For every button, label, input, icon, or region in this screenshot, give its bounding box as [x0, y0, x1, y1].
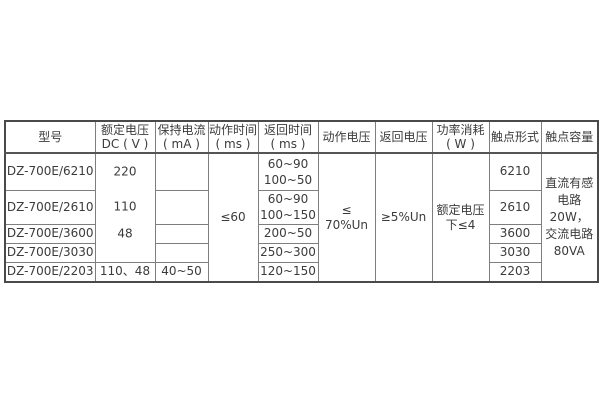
header-label: ( W ): [446, 137, 475, 151]
header-label: 额定电压: [100, 123, 149, 137]
header-label: ( ms ): [270, 137, 306, 151]
action-voltage-merged-cell: ≤ 70%Un: [317, 152, 376, 283]
table-row: DZ-700E/2203 110、48 40~50 120~150 2203: [4, 261, 598, 283]
contact-form-cell: 6210: [488, 152, 542, 191]
rated-voltage-value: 220: [113, 164, 137, 179]
action-time-merged-cell: ≤60: [207, 152, 259, 283]
header-label: 保持电流: [157, 123, 206, 137]
header-label: 型号: [38, 130, 63, 144]
model-cell: DZ-700E/3030: [4, 242, 96, 263]
return-time-cell: 250~300: [257, 242, 319, 263]
table-row: DZ-700E/3600 200~50 3600: [4, 223, 598, 244]
power-consumption-value: 下≤4: [445, 217, 476, 232]
header-model: 型号: [4, 120, 96, 154]
return-time-cell: 120~150: [257, 261, 319, 283]
contact-capacity-value: 交流电路: [545, 227, 594, 241]
header-contact-capacity: 触点容量: [540, 120, 599, 154]
rated-voltage-value: 110: [113, 199, 137, 214]
return-time-cell: 60~90 100~50: [257, 152, 319, 191]
table-row: DZ-700E/2610 60~90 100~150 2610: [4, 189, 598, 225]
header-power-consumption: 功率消耗( W ): [431, 120, 490, 154]
contact-capacity-value: 直流有感: [545, 176, 594, 190]
contact-capacity-value: 电路20W，: [549, 193, 589, 224]
header-label: 功率消耗: [436, 123, 485, 137]
model-cell: DZ-700E/6210: [4, 152, 96, 191]
rated-voltage-cell: 110、48: [94, 261, 156, 283]
header-action-time: 动作时间( ms ): [207, 120, 259, 154]
contact-form-cell: 2610: [488, 189, 542, 225]
return-voltage-merged-cell: ≥5%Un: [374, 152, 433, 283]
rated-voltage-merged-cell: 220 110 48: [94, 152, 156, 263]
header-label: DC ( V ): [101, 137, 149, 151]
table-row: DZ-700E/6210 220 110 48 ≤60 60~90 100~50…: [4, 152, 599, 283]
return-time-cell: 200~50: [257, 223, 319, 244]
holding-current-cell: [154, 189, 209, 225]
model-cell: DZ-700E/3600: [4, 223, 96, 244]
header-label: ( mA ): [163, 137, 200, 151]
power-consumption-value: 额定电压: [436, 202, 485, 217]
header-return-time: 返回时间( ms ): [257, 120, 319, 154]
model-cell: DZ-700E/2610: [4, 189, 96, 225]
power-consumption-merged-cell: 额定电压 下≤4: [431, 152, 490, 283]
holding-current-cell: [154, 223, 209, 244]
header-label: ( ms ): [215, 137, 251, 151]
rated-voltage-value: 48: [117, 226, 133, 241]
return-time-value: 100~50: [263, 172, 313, 187]
header-label: 返回时间: [263, 123, 312, 137]
header-action-voltage: 动作电压: [317, 120, 376, 154]
header-contact-form: 触点形式: [488, 120, 542, 154]
holding-current-cell: [154, 242, 209, 263]
holding-current-cell: [154, 152, 209, 191]
table-row: DZ-700E/3030 250~300 3030: [4, 242, 598, 263]
header-rated-voltage: 额定电压 DC ( V ): [94, 120, 156, 154]
header-return-voltage: 返回电压: [374, 120, 433, 154]
contact-capacity-value: 80VA: [553, 244, 585, 258]
header-label: 动作时间: [208, 123, 257, 137]
contact-capacity-merged-cell: 直流有感 电路20W， 交流电路 80VA: [540, 152, 599, 283]
header-label: 返回电压: [379, 130, 428, 144]
holding-current-cell: 40~50: [154, 261, 209, 283]
return-time-cell: 60~90 100~150: [257, 189, 319, 225]
contact-form-cell: 3030: [488, 242, 542, 263]
return-time-value: 60~90: [267, 156, 309, 171]
return-time-value: 100~150: [260, 208, 316, 222]
header-label: 触点形式: [490, 130, 539, 144]
spec-table: 型号 额定电压 DC ( V ) 保持电流( mA ) 动作时间( ms ) 返回…: [4, 120, 599, 283]
header-row: 型号 额定电压 DC ( V ) 保持电流( mA ) 动作时间( ms ) 返回…: [4, 120, 599, 154]
header-label: 动作电压: [322, 130, 371, 144]
contact-form-cell: 3600: [488, 223, 542, 244]
header-label: 触点容量: [545, 130, 594, 144]
header-holding-current: 保持电流( mA ): [154, 120, 209, 154]
return-time-value: 60~90: [267, 192, 309, 206]
model-cell: DZ-700E/2203: [4, 261, 96, 283]
contact-form-cell: 2203: [488, 261, 542, 283]
